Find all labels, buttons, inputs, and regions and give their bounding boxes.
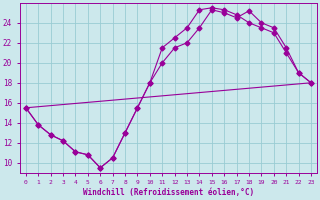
X-axis label: Windchill (Refroidissement éolien,°C): Windchill (Refroidissement éolien,°C) <box>83 188 254 197</box>
